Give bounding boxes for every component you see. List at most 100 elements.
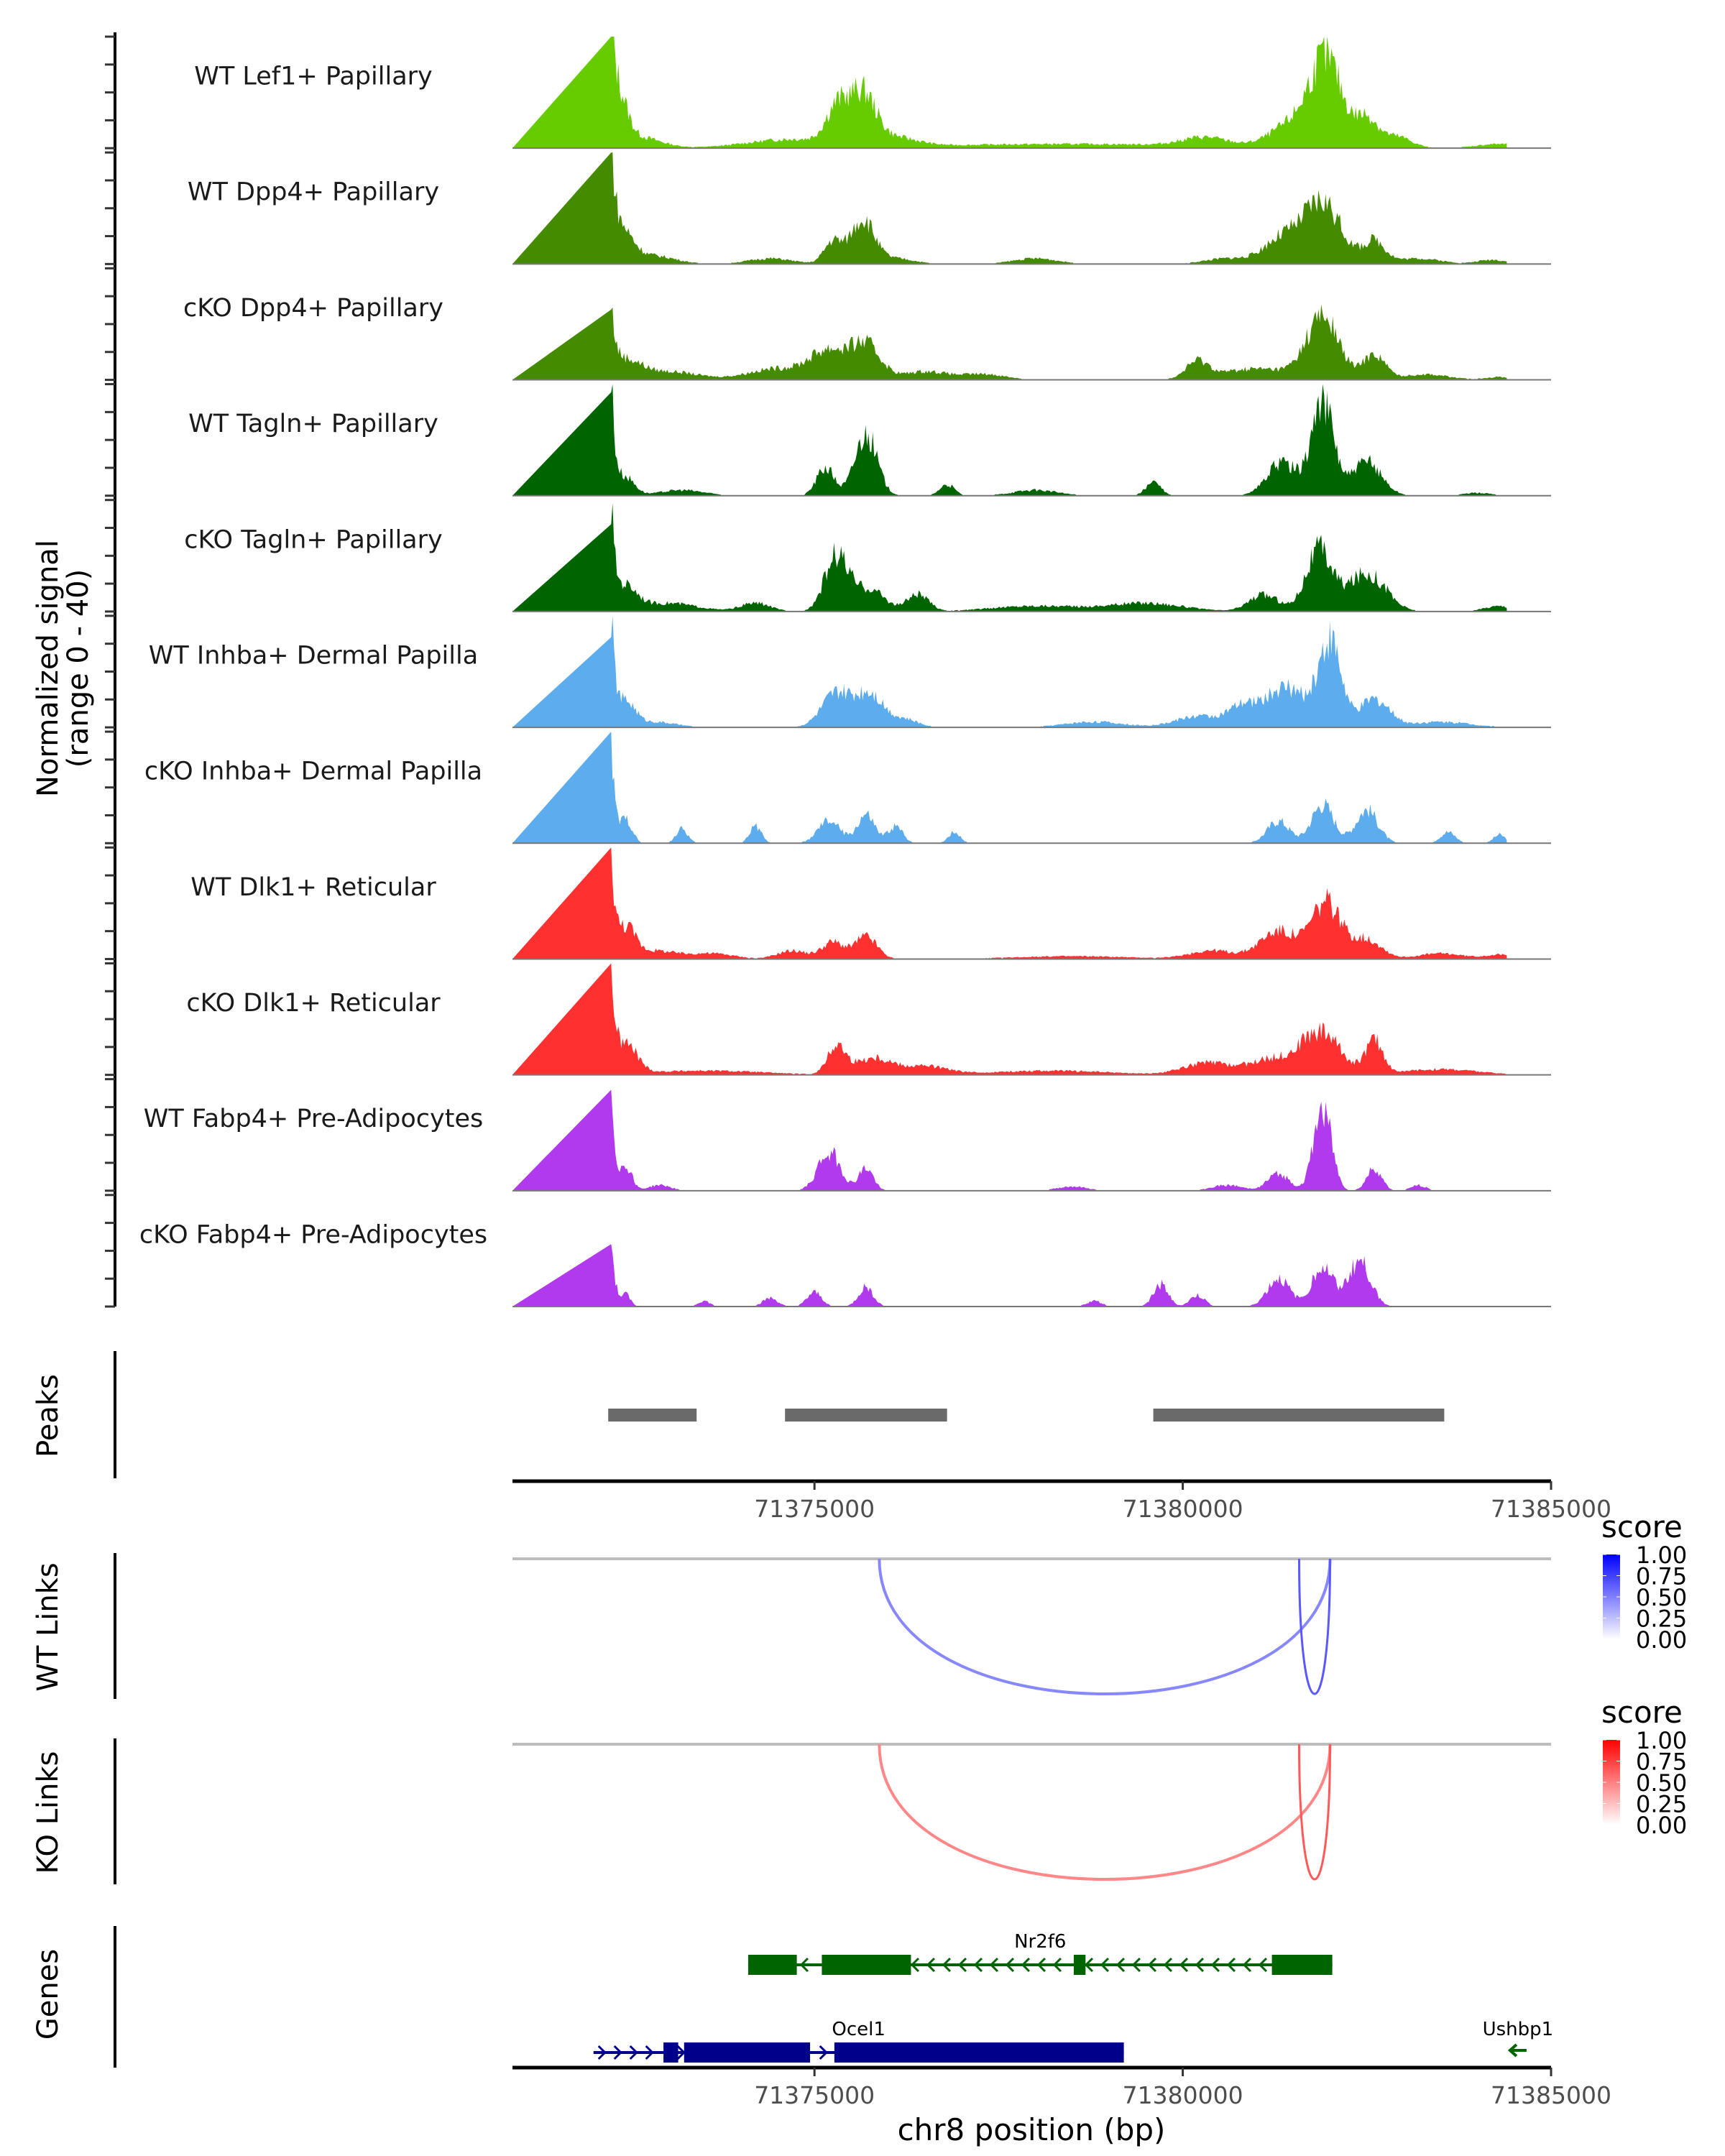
strand-chevron <box>1179 1957 1189 1973</box>
gene-exon <box>1073 1955 1086 1975</box>
strand-chevron <box>676 2045 686 2060</box>
coverage-area <box>512 384 1507 496</box>
peaks-label: Peaks <box>32 1374 65 1457</box>
gene-model: Ocel1 <box>593 2019 1124 2063</box>
track-label: cKO Dpp4+ Papillary <box>183 294 443 323</box>
strand-chevron <box>799 1957 809 1973</box>
coverage-track: cKO Tagln+ Papillary <box>184 503 1551 612</box>
strand-arrow-icon <box>1507 2043 1527 2058</box>
legend-title: score <box>1601 1509 1683 1544</box>
link-arc <box>1298 1743 1332 1881</box>
track-label: WT Tagln+ Papillary <box>188 410 438 438</box>
x-axis-genes: 71375000 71380000 71385000 <box>512 2065 1611 2109</box>
strand-chevron <box>1147 1957 1157 1973</box>
track-label: WT Fabp4+ Pre-Adipocytes <box>144 1105 483 1133</box>
strand-chevron <box>613 2045 622 2060</box>
x-tick-label: 71380000 <box>1123 2081 1243 2109</box>
strand-chevron <box>1100 1957 1110 1973</box>
legend-tick-label: 0.25 <box>1636 1606 1687 1633</box>
gene-label: Ocel1 <box>832 2019 886 2040</box>
genes-label: Genes <box>32 1949 65 2040</box>
gene-exon <box>663 2042 678 2063</box>
coverage-area <box>512 503 1507 612</box>
strand-chevron <box>645 2045 654 2060</box>
gene-exon <box>822 1955 911 1975</box>
coverage-track: cKO Dlk1+ Reticular <box>186 963 1551 1076</box>
gene-exon <box>748 1955 797 1975</box>
peaks-bars <box>608 1409 1445 1422</box>
strand-chevron <box>957 1957 967 1973</box>
legend-tick-label: 1.00 <box>1636 1542 1687 1569</box>
links-label: WT Links <box>32 1562 65 1691</box>
gene-label: Nr2f6 <box>1014 1931 1066 1953</box>
track-label: cKO Fabp4+ Pre-Adipocytes <box>139 1220 487 1249</box>
gene-exon <box>1271 1955 1333 1975</box>
coverage-track: cKO Inhba+ Dermal Papilla <box>144 732 1551 844</box>
coverage-track: WT Fabp4+ Pre-Adipocytes <box>144 1089 1551 1192</box>
gene-model: Ushbp1 <box>1483 2019 1553 2058</box>
strand-chevron <box>1084 1957 1094 1973</box>
strand-chevron <box>1052 1957 1062 1973</box>
x-tick-label: 71385000 <box>1491 1495 1611 1523</box>
coverage-area <box>512 1244 1507 1307</box>
track-label: WT Lef1+ Papillary <box>194 63 433 91</box>
coverage-y-axis <box>105 32 116 1308</box>
track-label: WT Dlk1+ Reticular <box>190 873 436 902</box>
legend-tick-label: 0.00 <box>1636 1812 1687 1839</box>
legend-title: score <box>1601 1695 1683 1730</box>
x-tick-label: 71385000 <box>1491 2081 1611 2109</box>
coverage-area <box>512 152 1507 264</box>
strand-chevron <box>1258 1957 1268 1973</box>
coverage-y-label-line1: Normalized signal <box>32 540 65 797</box>
coverage-track: WT Dpp4+ Papillary <box>188 152 1551 265</box>
peak-bar <box>1153 1409 1445 1422</box>
track-label: WT Inhba+ Dermal Papilla <box>149 641 478 670</box>
coverage-area <box>512 37 1507 149</box>
legend-tick-label: 1.00 <box>1636 1727 1687 1754</box>
strand-chevron <box>1195 1957 1205 1973</box>
coverage-track: cKO Fabp4+ Pre-Adipocytes <box>139 1220 1551 1307</box>
strand-chevron <box>1163 1957 1173 1973</box>
peak-bar <box>608 1409 697 1422</box>
coverage-area <box>512 732 1507 844</box>
strand-chevron <box>1226 1957 1236 1973</box>
coverage-track: WT Inhba+ Dermal Papilla <box>149 615 1551 729</box>
link-arc <box>878 1743 1332 1881</box>
coverage-track: WT Tagln+ Papillary <box>188 384 1551 497</box>
legend-tick-label: 0.00 <box>1636 1626 1687 1654</box>
strand-chevron <box>1242 1957 1252 1973</box>
legend-tick-label: 0.50 <box>1636 1584 1687 1611</box>
strand-chevron <box>1210 1957 1220 1973</box>
strand-chevron <box>989 1957 999 1973</box>
track-label: WT Dpp4+ Papillary <box>188 178 439 207</box>
x-tick-label: 71375000 <box>754 2081 875 2109</box>
coverage-y-label-line2: (range 0 - 40) <box>62 569 95 768</box>
coverage-area <box>512 1089 1507 1191</box>
strand-chevron <box>1116 1957 1126 1973</box>
gene-exon <box>834 2042 1124 2063</box>
coverage-area <box>512 304 1507 380</box>
coverage-area <box>512 615 1507 728</box>
coverage-area <box>512 847 1507 959</box>
x-axis-title: chr8 position (bp) <box>898 2112 1166 2147</box>
x-tick-label: 71380000 <box>1123 1495 1243 1523</box>
strand-chevron <box>629 2045 638 2060</box>
link-arc <box>878 1558 1332 1696</box>
track-label: cKO Tagln+ Papillary <box>184 525 443 554</box>
coverage-tracks: WT Lef1+ Papillary WT Dpp4+ Papillary cKO … <box>139 37 1551 1307</box>
gene-exon <box>684 2042 811 2063</box>
x-tick-label: 71375000 <box>754 1495 875 1523</box>
strand-chevron <box>942 1957 952 1973</box>
track-label: cKO Inhba+ Dermal Papilla <box>144 757 482 786</box>
coverage-track: cKO Dpp4+ Papillary <box>183 294 1551 381</box>
strand-chevron <box>819 2045 828 2060</box>
strand-chevron <box>926 1957 936 1973</box>
legend-tick-label: 0.75 <box>1636 1749 1687 1776</box>
links-label: KO Links <box>32 1751 65 1874</box>
track-label: cKO Dlk1+ Reticular <box>186 989 441 1018</box>
coverage-area <box>512 963 1507 1075</box>
